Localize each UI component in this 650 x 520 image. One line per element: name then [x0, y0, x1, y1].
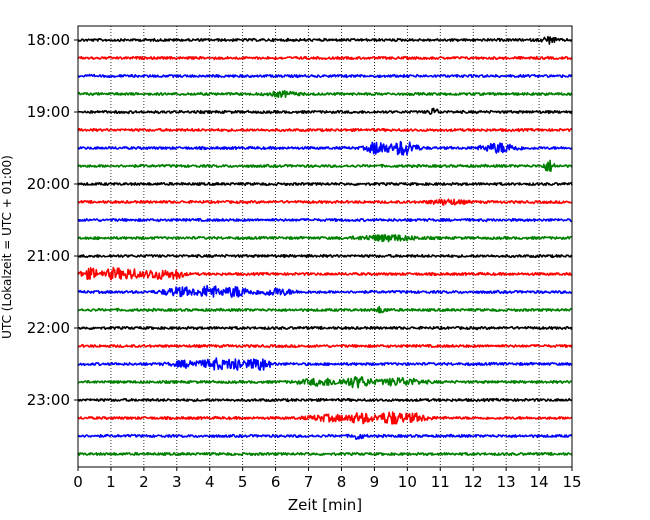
seismogram-traces [77, 35, 573, 457]
trace-row [77, 305, 573, 314]
x-tick-label: 6 [271, 473, 281, 491]
y-axis-label: UTC (Lokalzeit = UTC + 01:00) [0, 155, 14, 339]
trace-row [77, 55, 573, 61]
trace-row [77, 140, 573, 156]
x-tick-label: 12 [464, 473, 483, 491]
y-tick-label: 20:00 [27, 175, 70, 193]
x-tick-label: 5 [238, 473, 248, 491]
trace-row [77, 376, 573, 389]
x-tick-label: 7 [304, 473, 314, 491]
y-tick-label: 19:00 [27, 103, 70, 121]
trace-row [77, 181, 573, 187]
trace-row [77, 451, 573, 457]
y-tick-label: 21:00 [27, 247, 70, 265]
x-tick-label: 14 [530, 473, 549, 491]
x-tick-label: 13 [497, 473, 516, 491]
trace-row [77, 284, 573, 298]
x-tick-label: 2 [139, 473, 149, 491]
x-tick-label: 15 [562, 473, 581, 491]
trace-row [77, 89, 573, 98]
y-tick-label: 18:00 [27, 31, 70, 49]
trace-row [77, 266, 573, 281]
x-tick-label: 1 [106, 473, 116, 491]
x-tick-label: 0 [73, 473, 83, 491]
x-tick-label: 9 [370, 473, 380, 491]
trace-row [77, 433, 573, 441]
x-tick-label: 11 [431, 473, 450, 491]
y-tick-label: 23:00 [27, 391, 70, 409]
trace-row [77, 357, 573, 371]
trace-row [77, 343, 573, 349]
x-axis-ticks: 0 1 2 3 4 5 6 7 8 9 10 11 12 13 14 15 [73, 467, 582, 491]
trace-row [77, 127, 573, 133]
y-axis-ticks: 18:00 19:00 20:00 21:00 22:00 23:00 [27, 31, 78, 409]
plot-frame [77, 25, 573, 468]
trace-row [77, 325, 573, 331]
x-tick-label: 8 [337, 473, 347, 491]
x-tick-label: 4 [205, 473, 215, 491]
trace-row [77, 233, 573, 243]
trace-row [77, 35, 573, 45]
trace-row [77, 73, 573, 79]
trace-row [77, 397, 573, 403]
x-tick-label: 3 [172, 473, 182, 491]
trace-row [77, 159, 573, 172]
trace-row [77, 107, 573, 115]
x-tick-label: 10 [398, 473, 417, 491]
trace-row [77, 198, 573, 206]
y-tick-label: 22:00 [27, 319, 70, 337]
trace-row [77, 411, 573, 425]
trace-row [77, 217, 573, 223]
x-axis-label: Zeit [min] [288, 496, 362, 514]
trace-row [77, 253, 573, 259]
